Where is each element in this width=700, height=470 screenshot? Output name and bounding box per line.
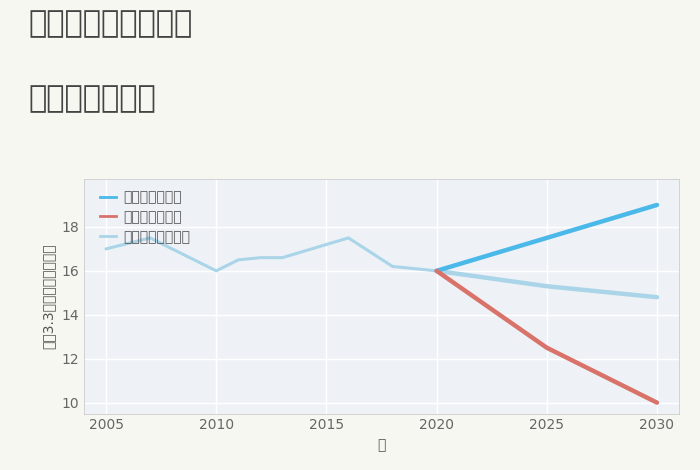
Legend: グッドシナリオ, バッドシナリオ, ノーマルシナリオ: グッドシナリオ, バッドシナリオ, ノーマルシナリオ <box>97 188 193 247</box>
Text: 土地の価格推移: 土地の価格推移 <box>28 85 155 114</box>
Y-axis label: 坪（3.3㎡）単価（万円）: 坪（3.3㎡）単価（万円） <box>42 243 56 349</box>
Text: 千葉県市原市原田の: 千葉県市原市原田の <box>28 9 192 39</box>
X-axis label: 年: 年 <box>377 438 386 452</box>
